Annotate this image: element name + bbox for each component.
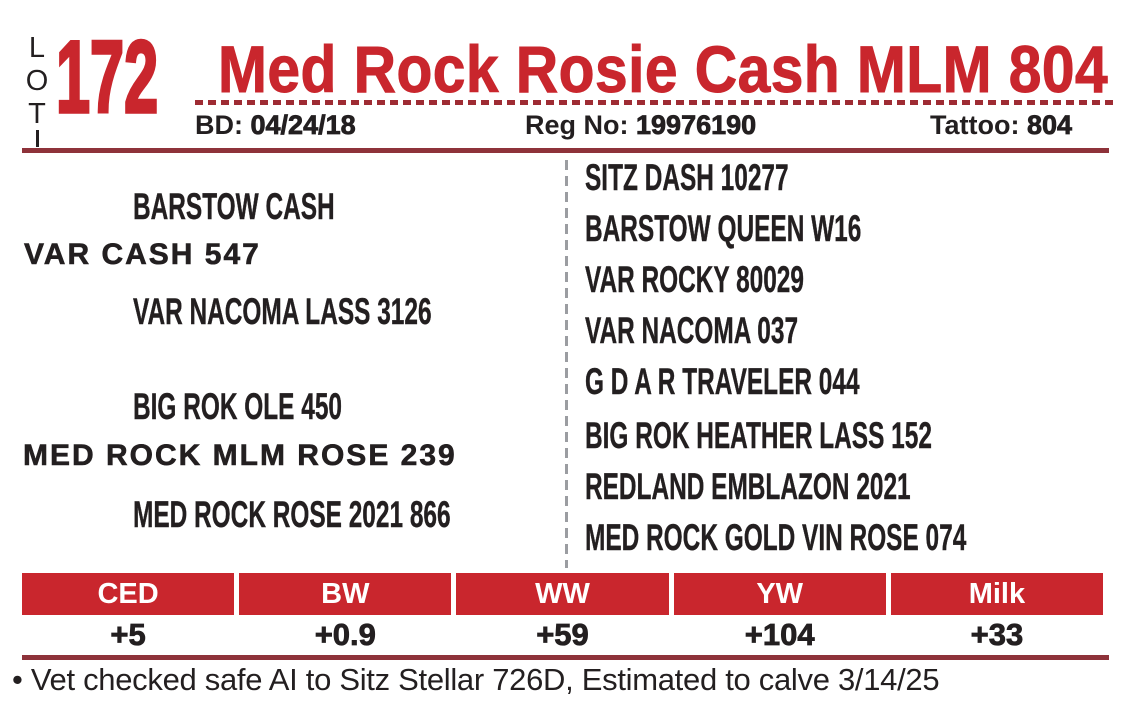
pedigree-dam-dam: MED ROCK ROSE 2021 866 <box>133 494 451 535</box>
birth-date-field: BD: 04/24/18 <box>195 109 356 141</box>
pedigree-sire-sire: BARSTOW CASH <box>133 186 335 227</box>
reg-no-value: 19976190 <box>636 110 757 141</box>
tattoo-field: Tattoo: 804 <box>930 109 1072 141</box>
pedigree-ggp-4: VAR NACOMA 037 <box>585 310 799 351</box>
lot-label-stem <box>36 130 39 147</box>
epd-header-row: CED BW WW YW Milk <box>22 573 1104 615</box>
epd-value-bw: +0.9 <box>314 617 376 653</box>
lot-number: 172 <box>55 20 159 134</box>
lot-letter-o: O <box>25 65 49 97</box>
lot-label: L O T <box>24 32 50 131</box>
epd-header-yw: YW <box>673 573 886 615</box>
tattoo-label: Tattoo: <box>930 110 1020 140</box>
animal-name-title: Med Rock Rosie Cash MLM 804 <box>218 32 1109 106</box>
top-divider-line <box>22 148 1109 153</box>
breeding-note: • Vet checked safe AI to Sitz Stellar 72… <box>12 662 940 697</box>
reg-no-label: Reg No: <box>525 110 629 140</box>
epd-header-bw: BW <box>239 573 452 615</box>
lot-letter-t: T <box>28 98 46 130</box>
pedigree-ggp-3: VAR ROCKY 80029 <box>585 259 804 300</box>
pedigree-ggp-6: BIG ROK HEATHER LASS 152 <box>585 415 932 456</box>
epd-header-ww: WW <box>456 573 669 615</box>
pedigree-ggp-5: G D A R TRAVELER 044 <box>585 361 860 402</box>
epd-value-yw: +104 <box>744 617 815 653</box>
pedigree-sire: VAR CASH 547 <box>24 238 261 271</box>
pedigree-ggp-2: BARSTOW QUEEN W16 <box>585 208 862 249</box>
pedigree-ggp-7: REDLAND EMBLAZON 2021 <box>585 466 911 507</box>
reg-no-field: Reg No: 19976190 <box>525 109 757 141</box>
epd-value-ced: +5 <box>110 617 146 653</box>
epd-value-milk: +33 <box>970 617 1024 653</box>
pedigree-sire-dam: VAR NACOMA LASS 3126 <box>133 291 432 332</box>
epd-header-ced: CED <box>22 573 235 615</box>
epd-header-milk: Milk <box>890 573 1104 615</box>
identification-row: BD: 04/24/18 Reg No: 19976190 Tattoo: 80… <box>0 109 1144 141</box>
tattoo-value: 804 <box>1026 110 1073 141</box>
pedigree-dam-sire: BIG ROK OLE 450 <box>133 386 342 427</box>
birth-date-value: 04/24/18 <box>250 110 356 141</box>
pedigree-ggp-1: SITZ DASH 10277 <box>585 157 789 198</box>
pedigree-column-divider <box>565 160 568 568</box>
birth-date-label: BD: <box>195 110 243 140</box>
lot-letter-l: L <box>28 32 46 64</box>
title-underline-dashes <box>195 100 1113 105</box>
pedigree-ggp-8: MED ROCK GOLD VIN ROSE 074 <box>585 517 967 558</box>
bottom-divider-line <box>22 655 1109 660</box>
epd-value-ww: +59 <box>536 617 589 653</box>
epd-value-row: +5 +0.9 +59 +104 +33 <box>22 617 1103 653</box>
pedigree-dam: MED ROCK MLM ROSE 239 <box>23 439 457 472</box>
